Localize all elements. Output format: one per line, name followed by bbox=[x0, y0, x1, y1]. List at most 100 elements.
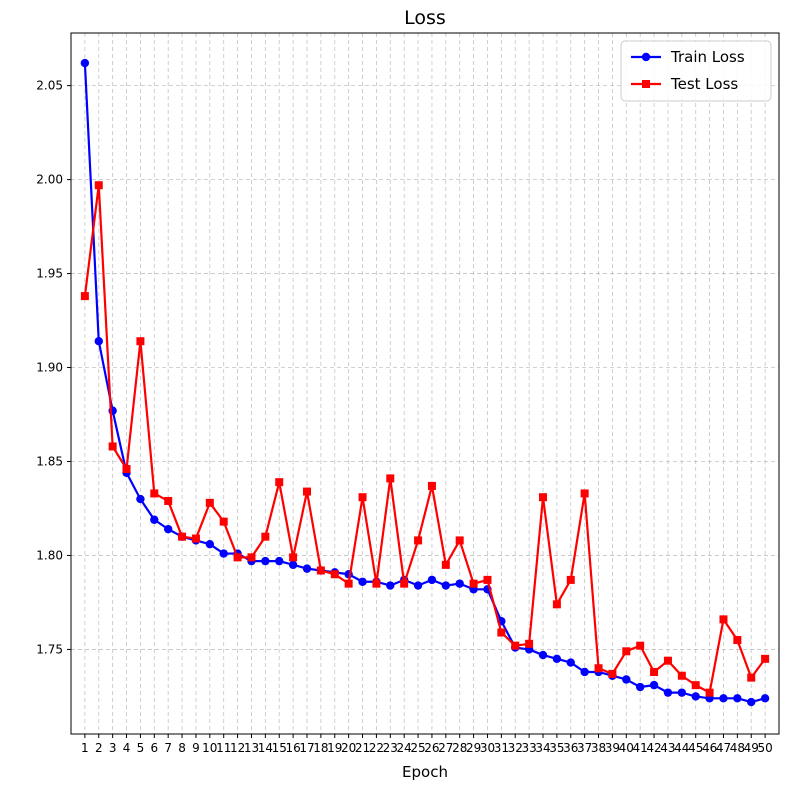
y-tick-label: 1.90 bbox=[36, 361, 63, 375]
x-tick-label: 7 bbox=[164, 741, 172, 755]
train-loss-point bbox=[205, 539, 215, 549]
x-tick-label: 18 bbox=[313, 741, 328, 755]
test-loss-point bbox=[303, 487, 311, 496]
test-loss-point bbox=[80, 292, 89, 301]
test-loss-point bbox=[469, 579, 478, 588]
train-loss-point bbox=[441, 581, 451, 590]
x-tick-label: 15 bbox=[272, 741, 287, 755]
x-tick-label: 24 bbox=[397, 741, 412, 755]
x-tick-label: 50 bbox=[757, 741, 772, 755]
test-loss-point bbox=[191, 534, 200, 543]
x-tick-label: 22 bbox=[369, 741, 384, 755]
test-loss-series bbox=[80, 181, 770, 697]
test-loss-point bbox=[150, 489, 159, 498]
test-loss-point bbox=[344, 579, 353, 588]
train-loss-point bbox=[649, 680, 659, 690]
test-loss-point bbox=[747, 673, 756, 682]
test-loss-point bbox=[663, 656, 672, 665]
train-loss-point bbox=[136, 494, 145, 504]
test-loss-point bbox=[164, 496, 173, 505]
x-tick-label: 16 bbox=[285, 741, 300, 755]
legend-entry-test-loss: Test Loss bbox=[631, 75, 738, 93]
x-tick-label: 33 bbox=[521, 741, 536, 755]
test-loss-point bbox=[136, 337, 145, 346]
train-loss-point bbox=[150, 515, 159, 524]
x-tick-label: 47 bbox=[716, 741, 731, 755]
test-loss-point bbox=[414, 536, 423, 545]
test-loss-point bbox=[205, 498, 214, 507]
train-loss-point bbox=[386, 581, 395, 590]
chart-title: Loss bbox=[404, 7, 446, 29]
test-loss-point bbox=[552, 600, 561, 609]
x-tick-label: 36 bbox=[563, 741, 578, 755]
y-tick-label: 1.80 bbox=[36, 548, 63, 562]
test-loss-point bbox=[677, 671, 686, 680]
x-tick-label: 43 bbox=[660, 741, 675, 755]
train-loss-point bbox=[622, 675, 631, 684]
test-loss-point bbox=[455, 536, 464, 545]
x-tick-label: 37 bbox=[577, 741, 592, 755]
x-axis-title: Epoch bbox=[402, 763, 448, 781]
test-loss-point bbox=[525, 639, 534, 648]
x-tick-label: 23 bbox=[383, 741, 398, 755]
test-loss-point bbox=[483, 575, 492, 584]
x-tick-label: 49 bbox=[744, 741, 759, 755]
test-loss-point bbox=[219, 517, 228, 526]
train-loss-point bbox=[760, 694, 770, 703]
test-loss-point bbox=[636, 641, 645, 650]
train-loss-point bbox=[413, 581, 423, 590]
x-tick-label: 21 bbox=[355, 741, 370, 755]
train-loss-point bbox=[719, 694, 728, 703]
x-tick-label: 14 bbox=[258, 741, 273, 755]
y-tick-label: 1.75 bbox=[36, 642, 63, 656]
x-tick-label: 35 bbox=[549, 741, 564, 755]
train-loss-point bbox=[163, 524, 173, 534]
test-loss-point bbox=[233, 553, 242, 562]
legend-entry-train-loss: Train Loss bbox=[631, 48, 745, 66]
x-tick-label: 8 bbox=[178, 741, 186, 755]
train-loss-point bbox=[566, 658, 575, 667]
test-loss-point bbox=[608, 669, 617, 678]
x-tick-label: 13 bbox=[244, 741, 259, 755]
x-tick-label: 30 bbox=[480, 741, 495, 755]
train-loss-point bbox=[261, 556, 270, 566]
x-tick-label: 44 bbox=[674, 741, 689, 755]
x-tick-label: 11 bbox=[216, 741, 231, 755]
test-loss-point bbox=[122, 465, 131, 474]
x-tick-label: 28 bbox=[452, 741, 467, 755]
test-loss-point bbox=[275, 478, 284, 487]
y-tick-label: 1.95 bbox=[36, 267, 63, 281]
train-loss-point bbox=[288, 560, 298, 570]
test-loss-point bbox=[566, 575, 575, 584]
test-loss-point bbox=[330, 570, 339, 579]
test-loss-point bbox=[261, 532, 270, 541]
x-tick-label: 1 bbox=[81, 741, 89, 755]
test-loss-point bbox=[289, 553, 298, 562]
tick-layer: 1 2 3 4 5 6 7 8 9 1011121314151617181920212223242… bbox=[36, 79, 772, 755]
train-loss-point bbox=[427, 575, 437, 585]
train-loss-series bbox=[80, 58, 770, 707]
train-loss-point bbox=[455, 579, 464, 588]
test-loss-point bbox=[733, 636, 742, 645]
test-loss-point bbox=[580, 489, 589, 498]
x-tick-label: 10 bbox=[202, 741, 217, 755]
train-loss-point bbox=[275, 556, 284, 566]
train-loss-point bbox=[733, 694, 742, 703]
test-loss-line bbox=[83, 184, 767, 694]
test-loss-point bbox=[441, 560, 450, 569]
legend-marker bbox=[641, 52, 651, 62]
legend-label: Test Loss bbox=[670, 75, 738, 93]
x-tick-label: 42 bbox=[646, 741, 661, 755]
x-tick-label: 45 bbox=[688, 741, 703, 755]
train-loss-line bbox=[83, 63, 766, 704]
test-loss-point bbox=[372, 579, 381, 588]
x-tick-label: 17 bbox=[299, 741, 314, 755]
x-tick-label: 32 bbox=[508, 741, 523, 755]
test-loss-point bbox=[400, 579, 409, 588]
train-loss-point bbox=[302, 564, 312, 573]
test-loss-point bbox=[178, 532, 187, 541]
x-tick-label: 27 bbox=[438, 741, 453, 755]
test-loss-point bbox=[316, 566, 325, 575]
test-loss-point bbox=[650, 667, 659, 676]
x-tick-label: 48 bbox=[730, 741, 745, 755]
